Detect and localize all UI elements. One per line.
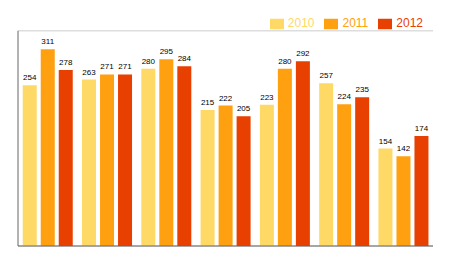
svg-text:284: 284 [178, 54, 192, 63]
svg-text:174: 174 [415, 124, 429, 133]
svg-text:205: 205 [237, 104, 251, 113]
svg-text:154: 154 [379, 137, 393, 146]
svg-text:215: 215 [201, 98, 215, 107]
html-text:2010: 2010 [287, 16, 315, 30]
svg-text:222: 222 [219, 94, 233, 103]
svg-text:292: 292 [296, 49, 310, 58]
svg-text:257: 257 [319, 71, 333, 80]
svg-text:311: 311 [41, 37, 54, 46]
svg-text:263: 263 [82, 68, 96, 77]
svg-text:271: 271 [100, 62, 114, 71]
svg-text:278: 278 [59, 58, 73, 67]
svg-text:142: 142 [397, 144, 411, 153]
html-text:2012: 2012 [396, 16, 423, 30]
svg-text:295: 295 [160, 47, 174, 56]
html-text:2011: 2011 [342, 16, 369, 30]
svg-text:224: 224 [337, 92, 351, 101]
svg-text:280: 280 [142, 57, 156, 66]
svg-text:280: 280 [278, 57, 292, 66]
svg-text:271: 271 [118, 62, 132, 71]
svg-text:254: 254 [23, 73, 37, 82]
svg-text:223: 223 [260, 93, 274, 102]
svg-text:235: 235 [355, 85, 369, 94]
